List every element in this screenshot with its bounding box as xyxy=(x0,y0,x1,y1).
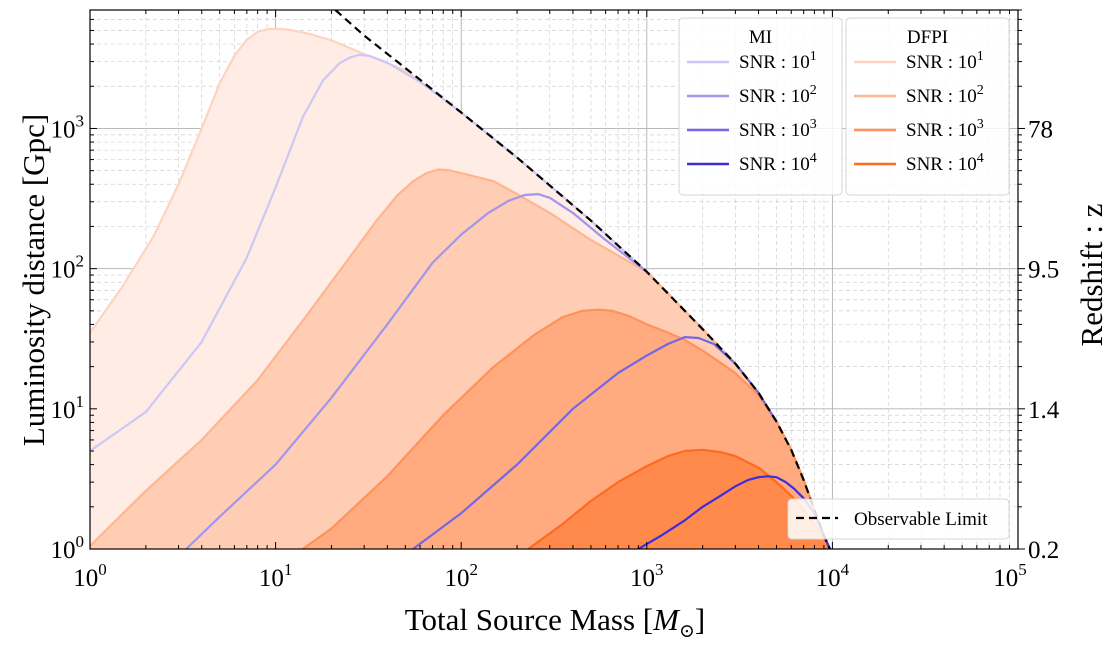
legend-entry-label: SNR : 104 xyxy=(906,151,984,175)
legend-observable-limit: Observable Limit xyxy=(787,498,1010,540)
fill-areas xyxy=(90,28,830,549)
legend-entry-label: SNR : 101 xyxy=(906,49,984,73)
x-tick-label: 101 xyxy=(259,560,293,592)
dfpi-fill-area-4 xyxy=(528,449,830,549)
dfpi-snr-1e3-line xyxy=(301,308,832,549)
y-tick-label: 102 xyxy=(51,252,85,284)
y2-tick-label: 1.4 xyxy=(1028,397,1060,424)
x-tick-label: 102 xyxy=(444,560,478,592)
legend-title: DFPI xyxy=(907,27,948,48)
legend-title: MI xyxy=(749,27,772,48)
y2-tick-label: 9.5 xyxy=(1028,257,1059,284)
plot-frame xyxy=(89,9,1019,550)
y-tick-label: 100 xyxy=(51,532,85,564)
legend-entry-label: SNR : 102 xyxy=(906,83,984,107)
y-tick-label: 103 xyxy=(51,111,85,143)
observable-limit xyxy=(334,10,831,549)
y-axis-title: Luminosity distance [Gpc] xyxy=(16,114,51,446)
legend-entry-label: SNR : 103 xyxy=(739,117,817,141)
mi-snr-1e2-line xyxy=(185,193,648,549)
legend-frame xyxy=(787,498,1010,540)
legend-entry-label: Observable Limit xyxy=(854,509,988,530)
y-tick-label: 101 xyxy=(51,392,85,424)
x-tick-label: 105 xyxy=(993,560,1027,592)
x-axis-title: Total Source Mass [M⊙] xyxy=(405,602,705,642)
y2-axis-title: Redshift : z xyxy=(1074,204,1109,347)
ticks xyxy=(89,9,1025,550)
observable-limit-line xyxy=(334,10,831,549)
y2-tick-label: 0.2 xyxy=(1028,537,1059,564)
legend-entry-label: SNR : 101 xyxy=(739,49,817,73)
x-tick-label: 100 xyxy=(73,560,107,592)
legend-entry-label: SNR : 103 xyxy=(906,117,984,141)
x-tick-label: 104 xyxy=(816,560,850,592)
y2-tick-label: 78 xyxy=(1028,116,1053,143)
legend-entry-label: SNR : 102 xyxy=(739,83,817,107)
x-tick-label: 103 xyxy=(630,560,664,592)
tick-labels: 100 101 102 103 104 105 100 101 102 103 0.2 1.4 9.5 7… xyxy=(51,111,1060,592)
legend-entry-label: SNR : 104 xyxy=(739,151,817,175)
